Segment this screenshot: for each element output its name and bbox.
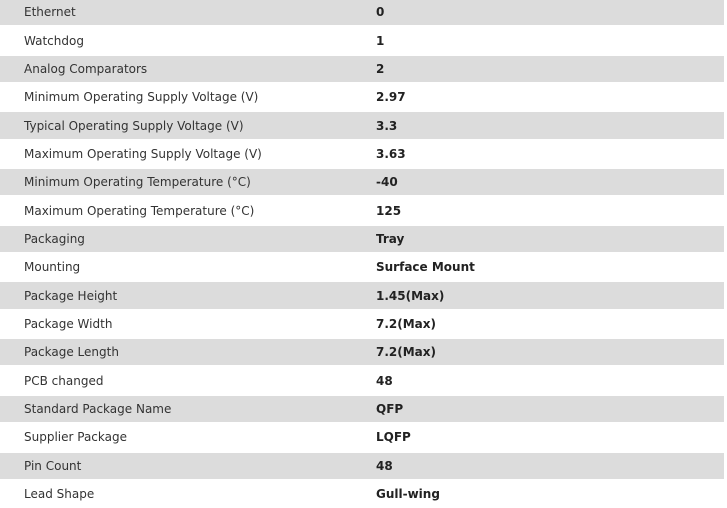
table-row: Maximum Operating Supply Voltage (V) 3.63: [0, 139, 724, 169]
table-row: Packaging Tray: [0, 224, 724, 254]
spec-value: 3.3: [376, 118, 398, 133]
spec-value: 2: [376, 61, 385, 76]
spec-label: Package Length: [24, 345, 119, 360]
spec-value: 1: [376, 33, 385, 48]
table-row: Ethernet 0: [0, 0, 724, 27]
spec-value: 2.97: [376, 90, 406, 105]
spec-label: Package Height: [24, 288, 118, 303]
table-row: Lead Shape Gull-wing: [0, 479, 724, 508]
spec-value: 0: [376, 5, 385, 20]
table-row: Typical Operating Supply Voltage (V) 3.3: [0, 111, 724, 140]
table-row: Package Height 1.45(Max): [0, 281, 724, 310]
table-row: Package Width 7.2(Max): [0, 309, 724, 339]
spec-value: 3.63: [376, 146, 406, 161]
table-row: Package Length 7.2(Max): [0, 338, 724, 367]
table-row: Pin Count 48: [0, 451, 724, 480]
spec-value: Tray: [376, 231, 405, 246]
spec-label: Minimum Operating Temperature (°C): [24, 175, 251, 190]
spec-label: Watchdog: [24, 33, 84, 48]
spec-label: Typical Operating Supply Voltage (V): [24, 118, 244, 133]
spec-value: 1.45(Max): [376, 288, 445, 303]
table-row: Minimum Operating Supply Voltage (V) 2.97: [0, 83, 724, 112]
spec-value: QFP: [376, 401, 404, 416]
table-row: Minimum Operating Temperature (°C) -40: [0, 168, 724, 197]
spec-label: Minimum Operating Supply Voltage (V): [24, 90, 259, 105]
spec-label: Mounting: [24, 260, 81, 275]
spec-value: Surface Mount: [376, 260, 475, 275]
table-row: Analog Comparators 2: [0, 54, 724, 84]
spec-label: Standard Package Name: [24, 401, 172, 416]
spec-label: Ethernet: [24, 5, 76, 20]
spec-value: 7.2(Max): [376, 345, 437, 360]
spec-value: 125: [376, 203, 402, 218]
spec-label: Maximum Operating Supply Voltage (V): [24, 146, 262, 161]
spec-label: Pin Count: [24, 458, 82, 473]
table-row: PCB changed 48: [0, 366, 724, 395]
table-row: Maximum Operating Temperature (°C) 125: [0, 196, 724, 225]
spec-value: LQFP: [376, 430, 411, 445]
spec-label: PCB changed: [24, 373, 104, 388]
spec-value: 48: [376, 458, 393, 473]
spec-value: 48: [376, 373, 393, 388]
table-row: Standard Package Name QFP: [0, 394, 724, 424]
spec-label: Package Width: [24, 316, 113, 331]
table-row: Watchdog 1: [0, 26, 724, 55]
spec-label: Packaging: [24, 231, 85, 246]
spec-value: 7.2(Max): [376, 316, 437, 331]
spec-label: Lead Shape: [24, 487, 95, 502]
spec-label: Supplier Package: [24, 430, 127, 445]
table-row: Mounting Surface Mount: [0, 253, 724, 282]
table-row: Supplier Package LQFP: [0, 423, 724, 452]
spec-value: Gull-wing: [376, 487, 440, 502]
spec-label: Analog Comparators: [24, 61, 148, 76]
spec-label: Maximum Operating Temperature (°C): [24, 203, 255, 218]
spec-value: -40: [376, 175, 398, 190]
